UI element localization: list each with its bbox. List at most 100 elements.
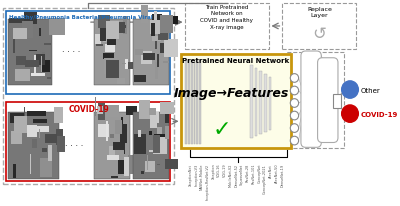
Bar: [3, 9, 174, 184]
Bar: [94, 112, 130, 179]
Bar: [160, 43, 168, 54]
Bar: [109, 146, 115, 160]
Text: ↺: ↺: [312, 25, 326, 43]
Bar: [6, 103, 170, 181]
Bar: [106, 22, 119, 39]
Bar: [110, 134, 114, 139]
Bar: [155, 62, 158, 80]
Text: Train Pretrained
Network on
COVID and Healthy
X-ray image: Train Pretrained Network on COVID and He…: [200, 5, 253, 29]
Bar: [99, 127, 108, 130]
Bar: [100, 23, 106, 42]
Bar: [164, 39, 178, 58]
Bar: [165, 126, 169, 140]
Bar: [35, 126, 49, 133]
Bar: [106, 122, 108, 141]
Bar: [152, 15, 162, 26]
Bar: [134, 50, 142, 56]
Bar: [14, 116, 27, 134]
Text: XceptionNet: XceptionNet: [188, 163, 192, 185]
Bar: [116, 23, 125, 34]
Bar: [185, 60, 187, 145]
Bar: [24, 13, 37, 25]
Bar: [56, 129, 64, 146]
Text: COVID-19: COVID-19: [361, 111, 398, 117]
Bar: [153, 135, 160, 154]
Bar: [47, 78, 51, 80]
Bar: [165, 17, 178, 25]
FancyBboxPatch shape: [318, 59, 338, 143]
Bar: [160, 102, 174, 114]
Bar: [143, 54, 155, 61]
FancyBboxPatch shape: [301, 52, 321, 148]
Bar: [333, 95, 341, 108]
Circle shape: [290, 137, 299, 145]
Bar: [48, 145, 52, 161]
Bar: [153, 137, 167, 154]
Bar: [264, 75, 267, 132]
Bar: [44, 44, 51, 46]
Bar: [121, 26, 126, 29]
Bar: [160, 16, 173, 34]
Bar: [106, 61, 119, 78]
Text: SqueezeNet: SqueezeNet: [240, 163, 244, 184]
Bar: [158, 34, 168, 41]
Bar: [31, 74, 45, 76]
Text: ConcepNet: ConcepNet: [257, 163, 261, 183]
Bar: [102, 37, 114, 43]
Bar: [96, 45, 103, 47]
Bar: [157, 164, 160, 165]
Bar: [27, 126, 37, 137]
Text: MobileNet-V2: MobileNet-V2: [229, 163, 233, 186]
Bar: [41, 61, 50, 73]
Bar: [24, 108, 25, 124]
Bar: [255, 69, 258, 136]
Bar: [150, 115, 157, 128]
Bar: [154, 134, 167, 152]
Bar: [128, 155, 136, 174]
Bar: [165, 114, 169, 124]
Bar: [40, 159, 52, 178]
Bar: [165, 159, 178, 170]
Bar: [134, 78, 143, 79]
Circle shape: [290, 112, 299, 120]
Bar: [13, 164, 16, 178]
Bar: [152, 36, 161, 42]
Bar: [196, 60, 198, 145]
Bar: [27, 112, 46, 117]
Circle shape: [342, 105, 358, 123]
Bar: [149, 150, 154, 152]
Circle shape: [342, 81, 358, 99]
Text: Healthy/Pneumonia Bacterial/Pneumonia Viral: Healthy/Pneumonia Bacterial/Pneumonia Vi…: [9, 15, 153, 20]
Bar: [33, 119, 47, 123]
Bar: [145, 161, 155, 172]
Circle shape: [290, 87, 299, 95]
Bar: [126, 63, 134, 69]
Bar: [157, 128, 162, 144]
Bar: [118, 160, 130, 174]
Bar: [32, 139, 37, 148]
Bar: [121, 117, 123, 128]
Bar: [150, 21, 160, 35]
Bar: [124, 136, 125, 154]
Bar: [250, 66, 253, 138]
Bar: [141, 171, 144, 174]
Bar: [8, 112, 59, 179]
Text: VGG-19: VGG-19: [223, 163, 227, 177]
Bar: [94, 20, 130, 85]
Bar: [133, 112, 168, 179]
Bar: [105, 105, 118, 117]
Text: DenseNet-19: DenseNet-19: [280, 163, 284, 186]
Bar: [57, 137, 65, 152]
Text: DenseNet-52: DenseNet-52: [234, 163, 238, 186]
Text: ConcepNet-2021: ConcepNet-2021: [263, 163, 267, 193]
Bar: [149, 131, 152, 136]
Text: · · · ·: · · · ·: [65, 141, 83, 150]
Bar: [155, 42, 158, 49]
Bar: [141, 52, 152, 65]
Bar: [104, 59, 117, 75]
Bar: [9, 19, 24, 24]
Bar: [116, 121, 122, 134]
Bar: [95, 98, 96, 116]
Bar: [151, 24, 154, 37]
Bar: [142, 6, 148, 24]
